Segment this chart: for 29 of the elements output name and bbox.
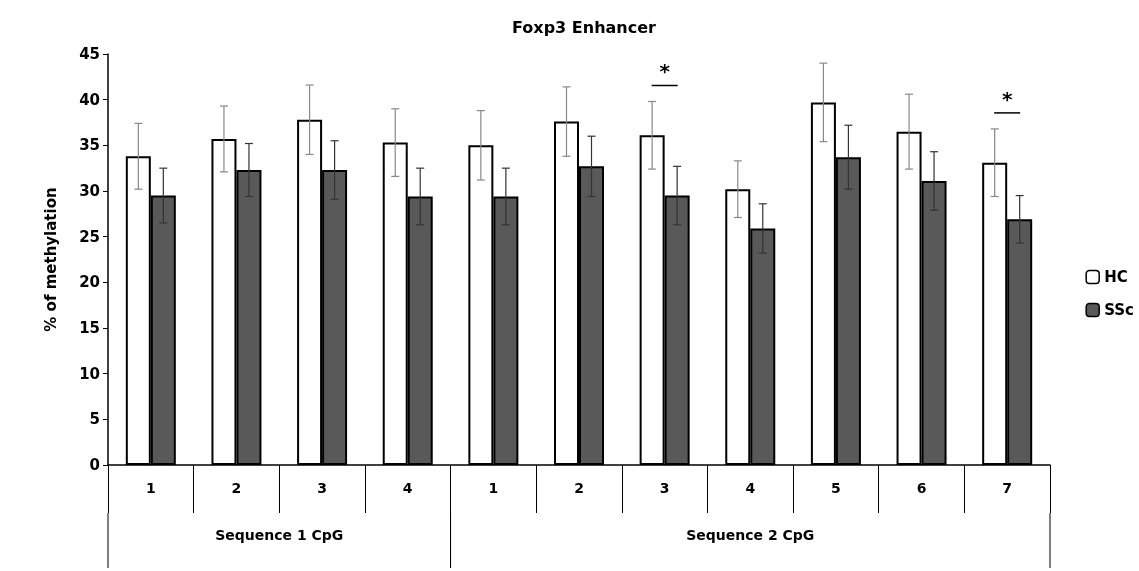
x-tick-label: 1 (488, 480, 499, 496)
y-tick-label: 20 (79, 273, 100, 292)
x-tick-label: 2 (574, 480, 584, 496)
x-tick-label: 6 (916, 480, 927, 496)
y-tick-label: 5 (89, 410, 100, 429)
y-tick-label: 45 (79, 45, 100, 63)
y-tick-label: 35 (79, 136, 100, 155)
x-tick-label: 3 (317, 480, 327, 496)
x-tick-label: 4 (745, 480, 756, 496)
x-tick-label: 7 (1002, 480, 1013, 496)
x-tick-label: 5 (831, 480, 841, 496)
text: Sequence 1 CpG (215, 527, 344, 543)
annotation: * (659, 59, 671, 84)
y-tick-label: 25 (79, 227, 100, 246)
x-tick-label: 3 (659, 480, 670, 496)
y-tick-label: 0 (89, 456, 100, 474)
chart-title: Foxp3 Enhancer (512, 17, 657, 37)
y-tick-label: 40 (79, 90, 100, 109)
x-tick-label: 4 (402, 480, 413, 496)
x-tick-label: 1 (145, 480, 156, 496)
legend-label: HC (1104, 268, 1128, 286)
y-axis-title: % of methylation (41, 187, 60, 332)
annotation: * (1001, 86, 1013, 111)
y-tick-label: 15 (79, 319, 100, 337)
text: Sequence 2 CpG (686, 527, 815, 543)
x-tick-label: 2 (231, 480, 242, 496)
y-tick-label: 30 (79, 182, 100, 200)
legend-label: SSc (1104, 301, 1134, 319)
y-tick-label: 10 (79, 364, 100, 383)
